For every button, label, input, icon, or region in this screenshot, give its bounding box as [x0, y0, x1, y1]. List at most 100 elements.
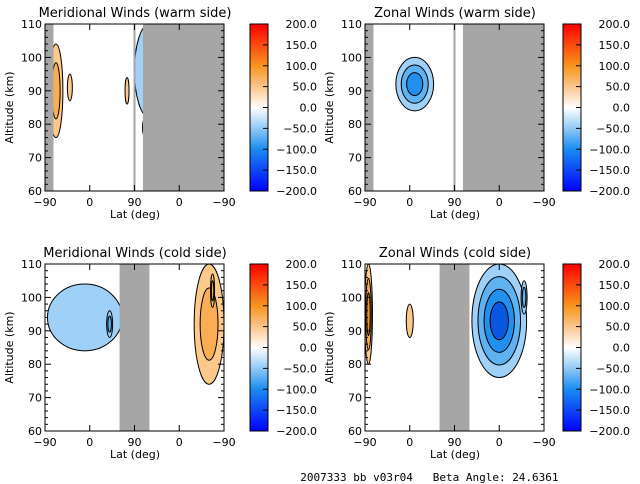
colorbar-tick-label: −200.0 — [276, 185, 317, 198]
colorbar-tick-label: −50.0 — [283, 362, 317, 375]
x-tick-label: 90 — [128, 436, 142, 449]
colorbar-tick-label: −50.0 — [283, 122, 317, 135]
missing-data-band — [365, 24, 374, 191]
y-tick-label: 90 — [348, 325, 362, 338]
y-tick-label: 60 — [28, 185, 42, 198]
colorbar-tick-label: 200.0 — [599, 258, 631, 271]
contour-region — [366, 292, 371, 337]
colorbar-tick-label: −150.0 — [589, 404, 630, 417]
y-tick-label: 110 — [21, 258, 42, 271]
colorbar-tick-label: 200.0 — [599, 18, 631, 31]
colorbar-tick-label: 200.0 — [286, 18, 318, 31]
chart-panel-1: 60 70 80 90 100 110 −90 0 90 0 −90 Zonal Winds (war… — [323, 6, 630, 221]
y-tick-label: 60 — [348, 185, 362, 198]
missing-data-band — [142, 24, 224, 191]
colorbar-tick-label: 150.0 — [286, 279, 318, 292]
colorbar-tick-label: −50.0 — [596, 362, 630, 375]
x-axis-label: Lat (deg) — [110, 448, 160, 461]
chart-title: Zonal Winds (warm side) — [374, 6, 536, 21]
x-axis-label: Lat (deg) — [110, 208, 160, 221]
y-axis-label: Altitude (km) — [323, 71, 336, 143]
y-axis-label: Altitude (km) — [3, 311, 16, 383]
colorbar-tick-label: −100.0 — [276, 383, 317, 396]
colorbar-tick-label: 100.0 — [599, 60, 631, 73]
y-tick-label: 90 — [28, 85, 42, 98]
y-tick-label: 100 — [21, 291, 42, 304]
colorbar-tick-label: 50.0 — [606, 81, 631, 94]
chart-panel-2: 60 70 80 90 100 110 −90 0 90 0 −90 Meridional Winds… — [3, 246, 317, 461]
y-tick-label: 70 — [28, 152, 42, 165]
y-tick-label: 70 — [348, 152, 362, 165]
missing-data-band — [462, 24, 544, 191]
colorbar-tick-label: 150.0 — [599, 39, 631, 52]
x-tick-label: −90 — [33, 436, 56, 449]
contour-region — [489, 301, 509, 341]
contour-region — [199, 287, 219, 361]
y-tick-label: 80 — [348, 118, 362, 131]
colorbar-tick-label: 100.0 — [286, 300, 318, 313]
x-axis-label: Lat (deg) — [430, 448, 480, 461]
y-tick-label: 110 — [341, 18, 362, 31]
colorbar-tick-label: 0.0 — [613, 342, 631, 355]
colorbar-tick-label: 50.0 — [606, 321, 631, 334]
y-axis-label: Altitude (km) — [323, 311, 336, 383]
missing-data-band — [439, 264, 470, 431]
colorbar-tick-label: 100.0 — [286, 60, 318, 73]
x-tick-label: −90 — [532, 196, 555, 209]
missing-data-band — [45, 24, 54, 191]
contour-region — [521, 286, 527, 308]
x-axis-label: Lat (deg) — [430, 208, 480, 221]
y-tick-label: 80 — [28, 118, 42, 131]
colorbar-tick-label: 200.0 — [286, 258, 318, 271]
chart-panel-3: 60 70 80 90 100 110 −90 0 90 0 −90 Zonal Winds (col… — [323, 246, 630, 461]
colorbar-tick-label: −50.0 — [596, 122, 630, 135]
y-tick-label: 100 — [341, 51, 362, 64]
y-tick-label: 100 — [21, 51, 42, 64]
colorbar-tick-label: −150.0 — [276, 404, 317, 417]
y-tick-label: 60 — [348, 425, 362, 438]
y-tick-label: 110 — [21, 18, 42, 31]
x-tick-label: 90 — [448, 196, 462, 209]
y-tick-label: 70 — [28, 392, 42, 405]
y-tick-label: 90 — [348, 85, 362, 98]
y-tick-label: 90 — [28, 325, 42, 338]
y-axis-label: Altitude (km) — [3, 71, 16, 143]
contour-region — [107, 315, 112, 333]
y-tick-label: 110 — [341, 258, 362, 271]
colorbar-tick-label: 0.0 — [300, 102, 318, 115]
x-tick-label: 90 — [128, 196, 142, 209]
footer-id: 2007333 bb v03r04 — [300, 471, 413, 484]
contour-region — [66, 73, 73, 102]
x-tick-label: 0 — [496, 436, 503, 449]
x-tick-label: 0 — [86, 436, 93, 449]
y-tick-label: 100 — [341, 291, 362, 304]
chart-title: Meridional Winds (cold side) — [43, 246, 226, 261]
colorbar-tick-label: −200.0 — [589, 425, 630, 438]
colorbar-tick-label: 0.0 — [613, 102, 631, 115]
y-tick-label: 60 — [28, 425, 42, 438]
colorbar-tick-label: −200.0 — [276, 425, 317, 438]
colorbar-tick-label: −150.0 — [589, 164, 630, 177]
contour-region — [406, 72, 424, 97]
x-tick-label: 0 — [496, 196, 503, 209]
x-tick-label: −90 — [353, 196, 376, 209]
x-tick-label: −90 — [532, 436, 555, 449]
colorbar-tick-label: 50.0 — [293, 81, 318, 94]
footer: 2007333 bb v03r04 Beta Angle: 24.6361 — [287, 458, 559, 484]
chart-panel-0: 60 70 80 90 100 110 −90 0 90 0 −90 Meridional Winds… — [3, 6, 317, 221]
x-tick-label: 0 — [406, 196, 413, 209]
x-tick-label: −90 — [212, 436, 235, 449]
x-tick-label: −90 — [33, 196, 56, 209]
chart-title: Meridional Winds (warm side) — [39, 6, 232, 21]
x-tick-label: 0 — [406, 436, 413, 449]
contour-region — [405, 303, 414, 338]
x-tick-label: 0 — [86, 196, 93, 209]
colorbar-tick-label: −150.0 — [276, 164, 317, 177]
contour-region — [124, 76, 130, 105]
colorbar-tick-label: −200.0 — [589, 185, 630, 198]
footer-beta-angle: Beta Angle: 24.6361 — [432, 471, 559, 484]
colorbar-tick-label: 0.0 — [300, 342, 318, 355]
colorbar-tick-label: −100.0 — [589, 383, 630, 396]
x-tick-label: 90 — [448, 436, 462, 449]
colorbar-tick-label: 50.0 — [293, 321, 318, 334]
